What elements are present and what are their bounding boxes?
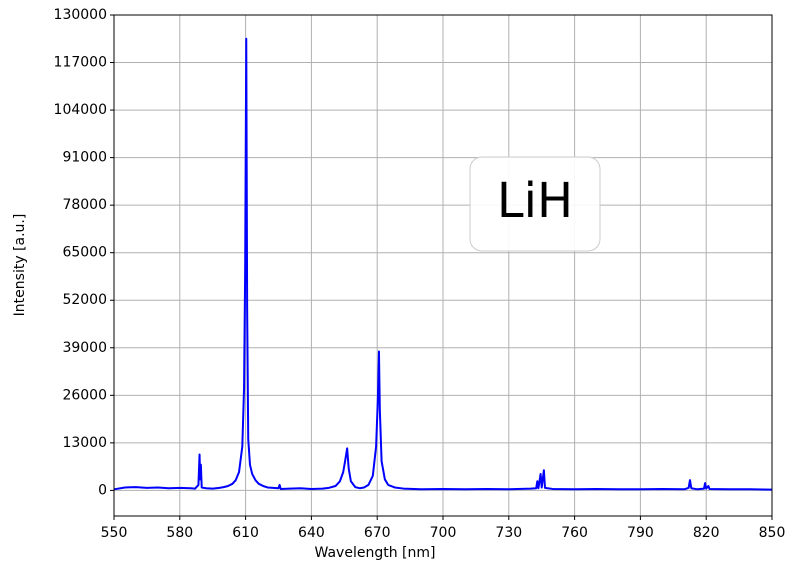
annotation-box bbox=[469, 156, 601, 252]
x-tick-label: 670 bbox=[364, 525, 391, 541]
y-tick-label: 65000 bbox=[62, 245, 107, 261]
x-tick-label: 850 bbox=[759, 525, 786, 541]
y-tick-label: 39000 bbox=[62, 340, 107, 356]
annotation: LiH bbox=[497, 173, 573, 229]
y-axis-label: Intensity [a.u.] bbox=[12, 214, 28, 317]
spectrum-line bbox=[113, 37, 773, 491]
y-tick-label: 78000 bbox=[62, 197, 107, 213]
x-tick-label: 640 bbox=[298, 525, 325, 541]
x-tick-label: 700 bbox=[430, 525, 457, 541]
y-tick-label: 13000 bbox=[62, 435, 107, 451]
y-tick-label: 0 bbox=[98, 482, 107, 498]
x-tick-label: 550 bbox=[101, 525, 128, 541]
x-tick-label: 820 bbox=[693, 525, 720, 541]
frame bbox=[113, 14, 773, 517]
x-tick-label: 790 bbox=[627, 525, 654, 541]
y-tick-label: 91000 bbox=[62, 150, 107, 166]
x-tick-label: 580 bbox=[166, 525, 193, 541]
x-tick-label: 610 bbox=[232, 525, 259, 541]
y-tick-label: 26000 bbox=[62, 387, 107, 403]
y-tick-label: 130000 bbox=[54, 7, 107, 23]
y-tick-label: 117000 bbox=[54, 55, 107, 71]
y-tick-label: 52000 bbox=[62, 292, 107, 308]
x-tick-label: 730 bbox=[495, 525, 522, 541]
x-tick-label: 760 bbox=[561, 525, 588, 541]
x-axis-label: Wavelength [nm] bbox=[315, 545, 436, 561]
y-tick-label: 104000 bbox=[54, 102, 107, 118]
